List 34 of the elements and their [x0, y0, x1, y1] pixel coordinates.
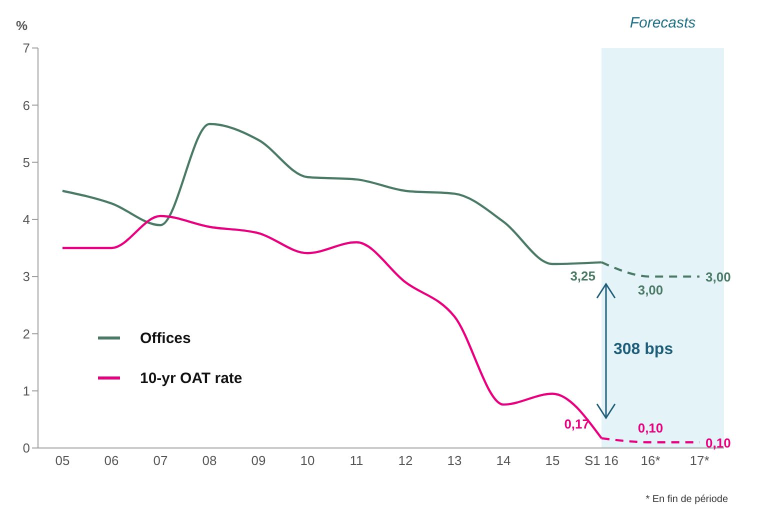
y-tick-label: 2 — [22, 326, 30, 342]
y-tick-label: 6 — [22, 98, 30, 113]
x-tick-label: 13 — [447, 453, 462, 468]
x-tick-label: 07 — [153, 453, 168, 468]
y-tick-label: 4 — [22, 212, 30, 228]
data-label: 3,00 — [638, 282, 664, 298]
y-tick-label: 3 — [22, 269, 30, 284]
text: * En fin de période — [646, 494, 728, 505]
y-tick-label: 5 — [22, 154, 30, 170]
x-tick-label: S1 16 — [584, 453, 618, 468]
x-tick-label: 08 — [202, 453, 217, 468]
x-tick-label: 10 — [300, 453, 315, 468]
legend-label: Offices — [140, 330, 191, 346]
data-label: 0,17 — [564, 416, 590, 432]
x-tick-label: 05 — [55, 453, 70, 468]
x-tick-label: 11 — [350, 453, 364, 468]
x-tick-label: 14 — [496, 453, 511, 468]
data-label: 3,00 — [706, 270, 731, 285]
x-tick-label: 09 — [251, 453, 266, 468]
data-label: 3,25 — [570, 268, 596, 284]
x-tick-label: 15 — [545, 453, 560, 468]
data-label: 0,10 — [638, 420, 664, 436]
x-tick-label: 17* — [690, 453, 710, 468]
y-axis-title: % — [16, 18, 28, 33]
y-tick-label: 0 — [22, 440, 30, 456]
y-tick-label: 7 — [22, 40, 30, 56]
annotation: 308 bps — [614, 340, 674, 359]
x-tick-label: 06 — [104, 453, 119, 468]
y-tick-label: 1 — [22, 383, 30, 398]
band-label: Forecasts — [630, 14, 696, 32]
legend-label: 10-yr OAT rate — [140, 370, 242, 386]
x-tick-label: 16* — [640, 453, 660, 468]
x-tick-label: 12 — [398, 453, 413, 468]
data-label: 0,10 — [706, 435, 731, 450]
